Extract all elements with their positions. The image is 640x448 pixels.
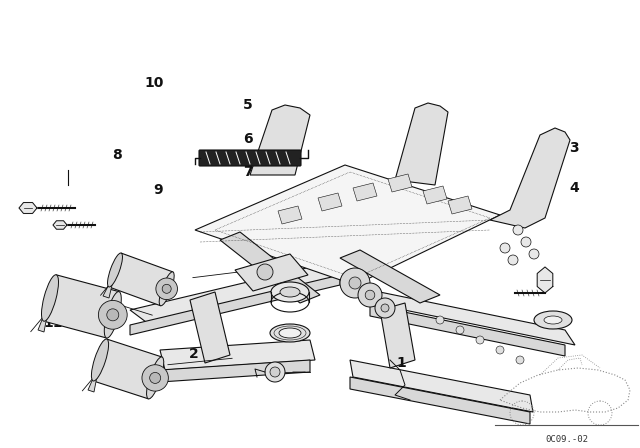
Circle shape	[508, 255, 518, 265]
Ellipse shape	[544, 316, 562, 324]
Ellipse shape	[270, 324, 310, 342]
Circle shape	[365, 290, 375, 300]
Polygon shape	[318, 193, 342, 211]
FancyBboxPatch shape	[199, 150, 301, 166]
Polygon shape	[19, 202, 37, 213]
Ellipse shape	[147, 357, 164, 399]
Text: 10: 10	[144, 76, 163, 90]
Circle shape	[521, 237, 531, 247]
Circle shape	[375, 298, 395, 318]
Text: 5: 5	[243, 98, 253, 112]
Circle shape	[150, 372, 161, 383]
Circle shape	[107, 309, 119, 321]
Polygon shape	[370, 290, 575, 345]
Polygon shape	[38, 291, 53, 332]
Polygon shape	[380, 303, 415, 368]
Polygon shape	[160, 360, 310, 382]
Text: 0C09.-02: 0C09.-02	[545, 435, 589, 444]
Ellipse shape	[159, 272, 174, 306]
Circle shape	[349, 277, 361, 289]
Ellipse shape	[534, 311, 572, 329]
Polygon shape	[130, 275, 340, 335]
Text: 3: 3	[570, 141, 579, 155]
Polygon shape	[448, 196, 472, 214]
Circle shape	[162, 284, 171, 293]
Polygon shape	[93, 339, 162, 399]
Ellipse shape	[42, 275, 58, 321]
Polygon shape	[235, 254, 308, 291]
Circle shape	[513, 225, 523, 235]
Polygon shape	[395, 103, 448, 185]
Polygon shape	[537, 267, 553, 293]
Circle shape	[358, 283, 382, 307]
Text: 2: 2	[189, 347, 198, 361]
Polygon shape	[350, 377, 530, 424]
Polygon shape	[88, 354, 104, 392]
Text: 9: 9	[154, 183, 163, 198]
Circle shape	[257, 264, 273, 280]
Circle shape	[142, 365, 168, 391]
Ellipse shape	[108, 253, 122, 287]
Circle shape	[436, 316, 444, 324]
Circle shape	[270, 367, 280, 377]
Polygon shape	[44, 275, 119, 338]
Polygon shape	[195, 165, 500, 285]
Text: 1: 1	[397, 356, 406, 370]
Polygon shape	[388, 174, 412, 192]
Polygon shape	[340, 250, 440, 303]
Polygon shape	[220, 232, 320, 303]
Polygon shape	[490, 128, 570, 228]
Polygon shape	[370, 305, 565, 356]
Ellipse shape	[279, 328, 301, 338]
Circle shape	[381, 304, 389, 312]
Circle shape	[496, 346, 504, 354]
Polygon shape	[160, 340, 315, 370]
Polygon shape	[103, 267, 118, 298]
Text: 11: 11	[44, 315, 63, 330]
Polygon shape	[250, 105, 310, 175]
Text: 7: 7	[243, 165, 253, 180]
Text: 6: 6	[243, 132, 253, 146]
Circle shape	[476, 336, 484, 344]
Polygon shape	[130, 260, 360, 325]
Text: 4: 4	[570, 181, 579, 195]
Circle shape	[500, 243, 510, 253]
Circle shape	[456, 326, 464, 334]
Polygon shape	[278, 206, 302, 224]
Ellipse shape	[280, 287, 300, 297]
Circle shape	[516, 356, 524, 364]
Polygon shape	[190, 292, 230, 363]
Circle shape	[156, 278, 177, 300]
Circle shape	[265, 362, 285, 382]
Polygon shape	[109, 253, 173, 306]
Polygon shape	[353, 183, 377, 201]
Ellipse shape	[92, 339, 109, 381]
Polygon shape	[350, 360, 533, 412]
Ellipse shape	[271, 282, 309, 302]
Polygon shape	[53, 221, 67, 229]
Circle shape	[99, 301, 127, 329]
Ellipse shape	[104, 292, 122, 338]
Circle shape	[529, 249, 539, 259]
Text: 8: 8	[112, 147, 122, 162]
Circle shape	[340, 268, 370, 298]
Polygon shape	[423, 186, 447, 204]
